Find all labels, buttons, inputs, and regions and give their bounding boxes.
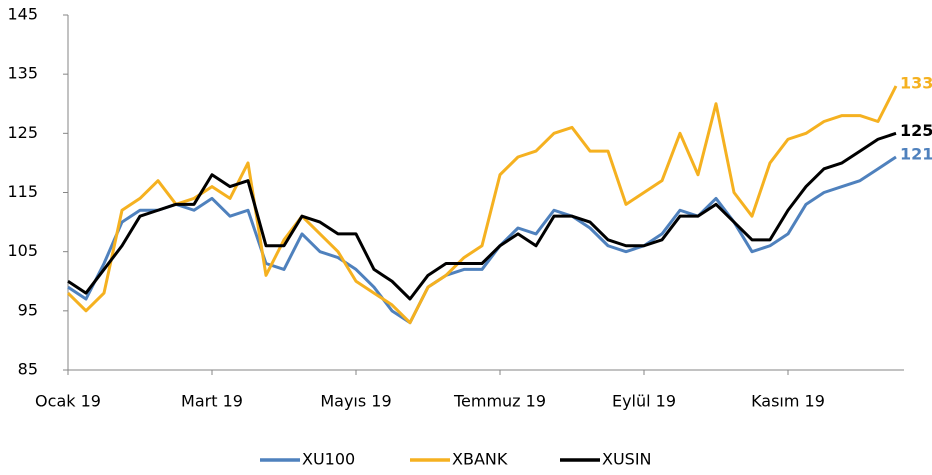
x-tick-label: Ocak 19 bbox=[35, 392, 101, 411]
end-label: 125 bbox=[900, 121, 932, 140]
x-tick-label: Eylül 19 bbox=[612, 392, 676, 411]
x-tick-label: Kasım 19 bbox=[751, 392, 825, 411]
y-tick-label: 105 bbox=[7, 241, 38, 260]
y-tick-label: 135 bbox=[7, 64, 38, 83]
legend-label: XUSIN bbox=[602, 450, 652, 469]
y-tick-label: 115 bbox=[7, 182, 38, 201]
series-line bbox=[67, 155, 897, 325]
series-line bbox=[66, 85, 898, 325]
y-tick-label: 85 bbox=[18, 360, 38, 379]
y-tick-label: 125 bbox=[7, 123, 38, 142]
series-line bbox=[67, 131, 897, 301]
end-label: 133 bbox=[900, 74, 932, 93]
x-tick-label: Mart 19 bbox=[181, 392, 243, 411]
end-label: 121 bbox=[900, 145, 932, 164]
legend-label: XBANK bbox=[452, 450, 508, 469]
y-tick-label: 145 bbox=[7, 5, 38, 24]
y-tick-label: 95 bbox=[18, 300, 38, 319]
x-tick-label: Temmuz 19 bbox=[453, 392, 546, 411]
x-tick-label: Mayıs 19 bbox=[320, 392, 391, 411]
legend-label: XU100 bbox=[302, 450, 355, 469]
